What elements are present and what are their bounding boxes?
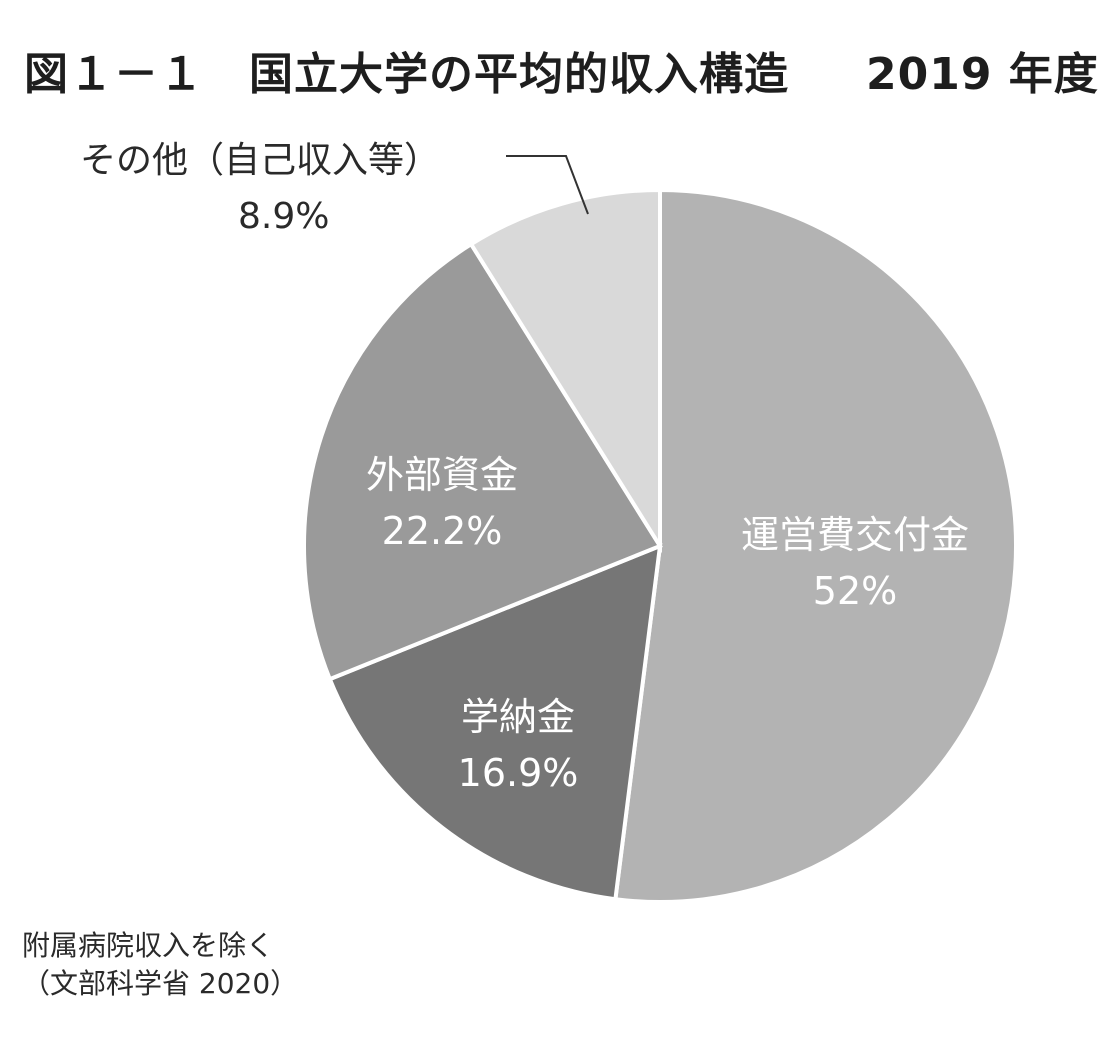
slice-label-external-funds: 外部資金 xyxy=(366,453,518,497)
chart-title-year: 2019 年度 xyxy=(866,49,1099,100)
slice-value-operating-grant: 52% xyxy=(813,569,897,613)
slice-value-other: 8.9% xyxy=(238,196,329,237)
slice-label-operating-grant: 運営費交付金 xyxy=(741,513,969,557)
slice-tuition xyxy=(327,542,663,902)
slice-value-external-funds: 22.2% xyxy=(382,509,503,553)
slice-other xyxy=(468,187,662,553)
slice-operating-grant xyxy=(613,187,1018,904)
footnote-hospital-excluded: 附属病院収入を除く xyxy=(22,929,275,962)
chart-title: 図１－１ 国立大学の平均的収入構造 2019 年度 xyxy=(24,38,1098,102)
slice-value-tuition: 16.9% xyxy=(458,751,579,795)
slice-label-other: その他（自己収入等） xyxy=(80,140,440,181)
slice-external-funds xyxy=(302,241,663,682)
slice-label-tuition: 学納金 xyxy=(461,695,575,739)
chart-title-main: 図１－１ 国立大学の平均的収入構造 xyxy=(24,49,789,100)
footnote-source: （文部科学省 2020） xyxy=(22,967,299,1000)
leader-line-other xyxy=(506,155,589,215)
